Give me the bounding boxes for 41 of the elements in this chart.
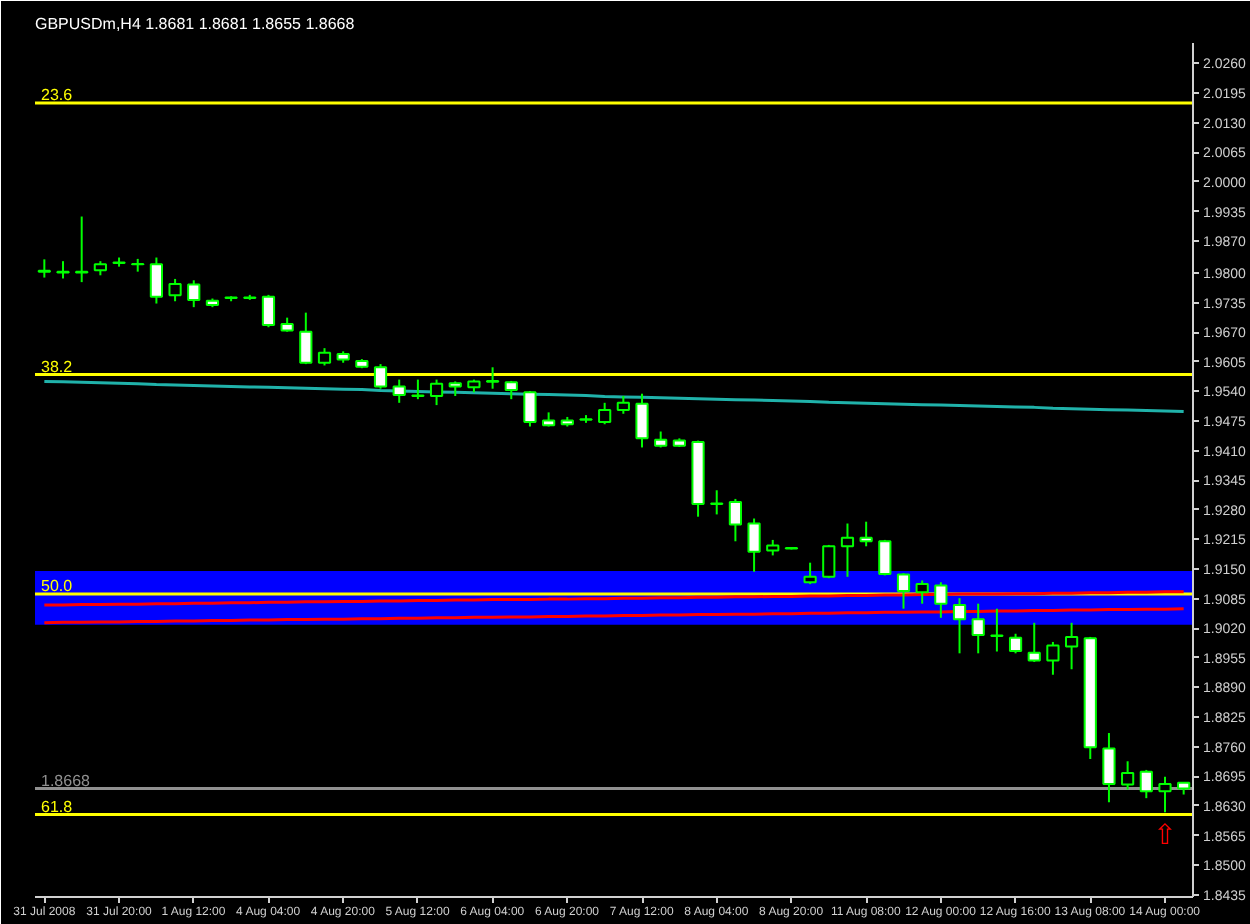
candlestick [1027, 621, 1041, 663]
candlestick [710, 489, 724, 516]
candlestick [1139, 768, 1153, 800]
candlestick [934, 581, 948, 619]
ref-line-label: 1.8668 [41, 771, 92, 790]
candlestick [261, 293, 276, 329]
candlestick [1158, 775, 1172, 814]
candlestick [1102, 732, 1116, 804]
annotation: 50.0 [41, 577, 74, 596]
candlestick [803, 561, 817, 586]
candlestick [37, 258, 51, 279]
candlestick [896, 572, 911, 610]
candlestick [840, 522, 855, 578]
annotation: 61.8 [41, 797, 74, 816]
annotation: 23.6 [41, 86, 74, 105]
candlestick [747, 517, 761, 573]
candlestick [523, 389, 537, 428]
candlestick [728, 497, 743, 543]
candlestick [1121, 760, 1135, 791]
candlestick [392, 378, 406, 404]
candlestick [915, 579, 929, 605]
annotation: 38.2 [41, 357, 74, 376]
line-series [42, 607, 1186, 625]
candlestick [952, 597, 967, 655]
candlestick [1064, 621, 1079, 671]
candlestick [429, 378, 444, 407]
candlestick [187, 279, 201, 309]
candlestick [168, 277, 182, 303]
candlestick [75, 215, 89, 284]
candlestick [971, 602, 985, 655]
candlestick [598, 401, 612, 426]
candlestick [635, 392, 649, 449]
annotation: ⇧ [1153, 820, 1177, 853]
candlestick [485, 366, 500, 390]
candlestick [373, 363, 388, 390]
candlestick [1008, 632, 1023, 655]
candlestick [859, 520, 873, 548]
candlestick [149, 256, 164, 305]
candlestick [1046, 640, 1060, 676]
chart-title: GBPUSDm,H4 1.8681 1.8681 1.8655 1.8668 [35, 15, 356, 33]
candlestick [299, 311, 313, 366]
